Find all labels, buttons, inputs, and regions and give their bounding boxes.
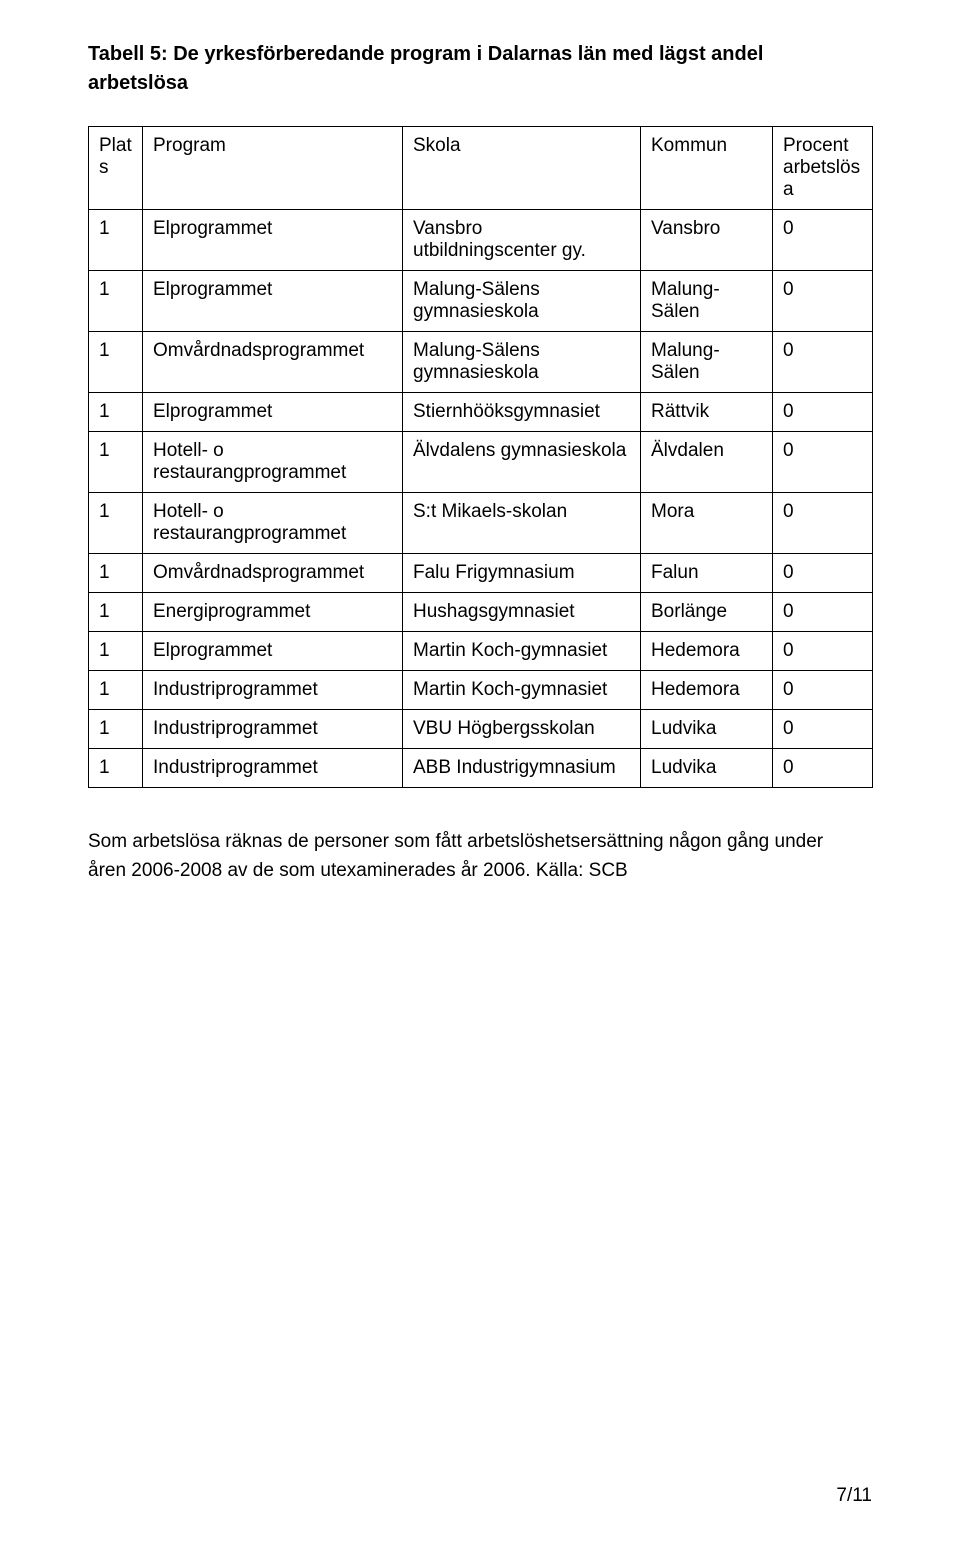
cell-procent: 0 xyxy=(773,210,873,271)
cell-kommun: Ludvika xyxy=(641,710,773,749)
data-table: Plats Program Skola Kommun Procent arbet… xyxy=(88,126,873,788)
caption-line-1: Som arbetslösa räknas de personer som få… xyxy=(88,831,823,852)
cell-plats: 1 xyxy=(89,632,143,671)
col-header-procent: Procent arbetslösa xyxy=(773,127,873,210)
cell-plats: 1 xyxy=(89,432,143,493)
cell-kommun: Älvdalen xyxy=(641,432,773,493)
cell-program: Omvårdnadsprogrammet xyxy=(143,554,403,593)
cell-procent: 0 xyxy=(773,432,873,493)
cell-procent: 0 xyxy=(773,393,873,432)
cell-plats: 1 xyxy=(89,271,143,332)
cell-procent: 0 xyxy=(773,671,873,710)
cell-kommun: Malung-Sälen xyxy=(641,332,773,393)
cell-plats: 1 xyxy=(89,493,143,554)
cell-plats: 1 xyxy=(89,671,143,710)
cell-procent: 0 xyxy=(773,271,873,332)
cell-skola: Malung-Sälens gymnasieskola xyxy=(403,332,641,393)
cell-program: Elprogrammet xyxy=(143,210,403,271)
cell-skola: Martin Koch-gymnasiet xyxy=(403,671,641,710)
cell-skola: Vansbro utbildningscenter gy. xyxy=(403,210,641,271)
cell-program: Hotell- o restaurangprogrammet xyxy=(143,432,403,493)
cell-kommun: Malung-Sälen xyxy=(641,271,773,332)
cell-procent: 0 xyxy=(773,593,873,632)
table-row: 1 Elprogrammet Vansbro utbildningscenter… xyxy=(89,210,873,271)
cell-program: Energiprogrammet xyxy=(143,593,403,632)
cell-program: Industriprogrammet xyxy=(143,749,403,788)
cell-plats: 1 xyxy=(89,593,143,632)
page: Tabell 5: De yrkesförberedande program i… xyxy=(0,0,960,1547)
table-row: 1 Hotell- o restaurangprogrammet S:t Mik… xyxy=(89,493,873,554)
cell-plats: 1 xyxy=(89,710,143,749)
col-header-kommun: Kommun xyxy=(641,127,773,210)
table-row: 1 Hotell- o restaurangprogrammet Älvdale… xyxy=(89,432,873,493)
cell-skola: Hushagsgymnasiet xyxy=(403,593,641,632)
cell-plats: 1 xyxy=(89,749,143,788)
table-row: 1 Industriprogrammet ABB Industrigymnasi… xyxy=(89,749,873,788)
cell-kommun: Rättvik xyxy=(641,393,773,432)
cell-procent: 0 xyxy=(773,493,873,554)
table-title: Tabell 5: De yrkesförberedande program i… xyxy=(88,40,872,98)
cell-skola: ABB Industrigymnasium xyxy=(403,749,641,788)
cell-skola: Falu Frigymnasium xyxy=(403,554,641,593)
cell-skola: S:t Mikaels-skolan xyxy=(403,493,641,554)
cell-skola: Martin Koch-gymnasiet xyxy=(403,632,641,671)
table-body: 1 Elprogrammet Vansbro utbildningscenter… xyxy=(89,210,873,788)
table-row: 1 Energiprogrammet Hushagsgymnasiet Borl… xyxy=(89,593,873,632)
table-row: 1 Industriprogrammet Martin Koch-gymnasi… xyxy=(89,671,873,710)
caption-line-2: åren 2006-2008 av de som utexaminerades … xyxy=(88,860,628,881)
cell-program: Elprogrammet xyxy=(143,632,403,671)
cell-skola: VBU Högbergsskolan xyxy=(403,710,641,749)
cell-procent: 0 xyxy=(773,332,873,393)
cell-kommun: Mora xyxy=(641,493,773,554)
table-row: 1 Industriprogrammet VBU Högbergsskolan … xyxy=(89,710,873,749)
cell-program: Industriprogrammet xyxy=(143,710,403,749)
table-caption: Som arbetslösa räknas de personer som få… xyxy=(88,828,872,885)
title-line-2: arbetslösa xyxy=(88,72,188,94)
cell-plats: 1 xyxy=(89,554,143,593)
title-line-1: Tabell 5: De yrkesförberedande program i… xyxy=(88,43,763,65)
cell-procent: 0 xyxy=(773,710,873,749)
cell-kommun: Borlänge xyxy=(641,593,773,632)
cell-procent: 0 xyxy=(773,554,873,593)
cell-kommun: Falun xyxy=(641,554,773,593)
table-row: 1 Elprogrammet Martin Koch-gymnasiet Hed… xyxy=(89,632,873,671)
cell-kommun: Ludvika xyxy=(641,749,773,788)
cell-program: Omvårdnadsprogrammet xyxy=(143,332,403,393)
cell-plats: 1 xyxy=(89,210,143,271)
cell-program: Industriprogrammet xyxy=(143,671,403,710)
cell-skola: Stiernhööksgymnasiet xyxy=(403,393,641,432)
col-header-program: Program xyxy=(143,127,403,210)
cell-program: Elprogrammet xyxy=(143,271,403,332)
cell-skola: Älvdalens gymnasieskola xyxy=(403,432,641,493)
cell-kommun: Hedemora xyxy=(641,671,773,710)
col-header-plats: Plats xyxy=(89,127,143,210)
cell-plats: 1 xyxy=(89,393,143,432)
cell-skola: Malung-Sälens gymnasieskola xyxy=(403,271,641,332)
table-header-row: Plats Program Skola Kommun Procent arbet… xyxy=(89,127,873,210)
cell-program: Hotell- o restaurangprogrammet xyxy=(143,493,403,554)
cell-plats: 1 xyxy=(89,332,143,393)
col-header-skola: Skola xyxy=(403,127,641,210)
cell-procent: 0 xyxy=(773,749,873,788)
table-row: 1 Elprogrammet Stiernhööksgymnasiet Rätt… xyxy=(89,393,873,432)
page-number: 7/11 xyxy=(836,1485,872,1507)
table-row: 1 Omvårdnadsprogrammet Malung-Sälens gym… xyxy=(89,332,873,393)
cell-kommun: Hedemora xyxy=(641,632,773,671)
table-row: 1 Omvårdnadsprogrammet Falu Frigymnasium… xyxy=(89,554,873,593)
cell-program: Elprogrammet xyxy=(143,393,403,432)
cell-procent: 0 xyxy=(773,632,873,671)
cell-kommun: Vansbro xyxy=(641,210,773,271)
table-row: 1 Elprogrammet Malung-Sälens gymnasiesko… xyxy=(89,271,873,332)
